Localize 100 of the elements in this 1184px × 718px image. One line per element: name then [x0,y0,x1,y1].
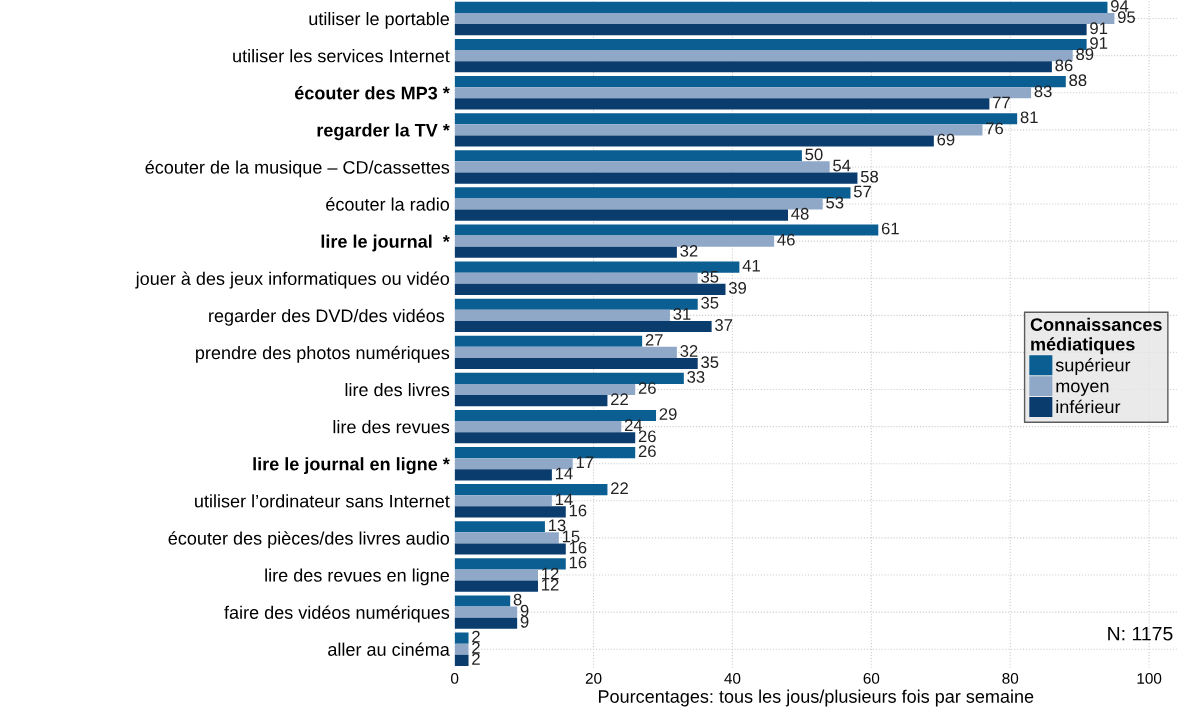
bar [454,543,566,555]
y-tick-label: lire des livres [345,382,450,397]
data-label: 32 [680,244,698,257]
data-label: 50 [805,148,823,161]
x-tick-label: 40 [724,673,741,684]
data-label: 35 [701,296,719,309]
data-label: 29 [659,408,677,420]
x-tick-label: 80 [1002,673,1019,684]
bar [454,521,545,533]
bar [454,61,1052,73]
y-tick-label: écouter des pièces/des livres audio [168,531,450,549]
data-label: 95 [1117,11,1136,24]
x-tick-label: 100 [1137,673,1162,684]
bar [454,580,538,592]
data-label: 53 [826,196,844,209]
bar [454,432,636,444]
data-label: 69 [937,133,955,146]
y-tick-label: regarder des DVD/des vidéos [209,308,445,326]
annotation: N: 1175 [1108,626,1173,641]
data-label: 88 [1069,74,1087,87]
y-tick-label: utiliser le portable [309,12,449,29]
bar [454,235,775,247]
bar [454,335,643,347]
bar [454,506,566,518]
bar [454,495,552,507]
bar [454,272,698,284]
bar [454,532,559,544]
bar [454,309,670,321]
data-label: 13 [548,519,566,532]
data-label: 27 [645,333,663,346]
data-label: 61 [881,222,899,235]
data-label: 41 [742,259,760,272]
data-label: 9 [520,604,529,617]
x-tick-label: 60 [863,673,880,684]
data-label: 32 [680,345,698,357]
data-label: 12 [542,567,559,580]
data-label: 57 [853,185,871,198]
bar [454,643,469,655]
y-tick-label: écouter la radio [326,197,450,211]
y-tick-label: écouter de la musique – CD/cassettes [145,160,450,178]
bar [454,320,712,333]
bar [454,298,698,310]
data-label: 35 [701,356,719,369]
data-label: 58 [860,170,879,183]
y-tick-label: regarder la TV * [317,123,450,141]
data-label: 24 [624,419,643,431]
y-tick-label: lire le journal en ligne * [253,457,450,475]
data-label: 17 [576,456,594,469]
legend-label: inférieur [1056,399,1121,414]
bar [454,209,788,221]
data-label: 26 [638,382,656,394]
bar [454,357,698,370]
data-label: 22 [611,393,628,405]
bar [454,372,684,384]
bar [454,595,511,607]
y-tick-label: lire des revues [333,420,450,434]
bar [454,150,802,162]
bar [454,632,469,644]
data-label: 48 [791,207,809,220]
legend-label: supérieur [1055,358,1131,376]
data-label: 2 [472,641,480,654]
data-label: 76 [986,122,1004,135]
bar [454,421,622,433]
data-label: 39 [728,282,747,294]
x-tick-label: 0 [451,673,459,684]
data-label: 46 [777,233,795,246]
bar [454,569,538,581]
data-label: 8 [513,593,522,606]
data-label: 16 [569,541,587,554]
y-tick-label: utiliser l’ordinateur sans Internet [195,494,450,508]
data-label: 81 [1020,111,1038,124]
data-label: 26 [638,430,656,443]
data-label: 77 [993,96,1010,109]
data-label: 16 [569,504,587,517]
data-label: 91 [1090,37,1108,49]
data-label: 14 [555,467,573,480]
data-label: 26 [638,445,656,458]
data-label: 15 [562,530,580,543]
data-label: 2 [472,652,480,665]
y-tick-label: lire le journal * [321,234,450,252]
data-label: 35 [701,270,719,283]
data-label: 22 [611,482,628,494]
bar [454,135,934,147]
bar [454,654,469,666]
data-label: 54 [833,159,851,172]
y-tick-label: écouter des MP3 * [294,86,450,100]
y-tick-label: lire des revues en ligne [265,568,450,586]
bar [454,261,740,273]
data-label: 89 [1076,48,1094,61]
y-tick-label: prendre des photos numériques [196,345,450,363]
bar [454,1,1108,13]
bar [454,24,1087,36]
data-label: 94 [1111,0,1129,12]
y-tick-label: faire des vidéos numériques [224,605,450,623]
data-label: 31 [673,307,691,320]
y-tick-label: utiliser les services Internet [233,49,450,63]
data-label: 9 [520,615,529,628]
y-tick-label: aller au cinéma [328,642,450,656]
y-tick-label: jouer à des jeux informatiques ou vidéo [135,271,450,289]
bar [454,469,552,481]
